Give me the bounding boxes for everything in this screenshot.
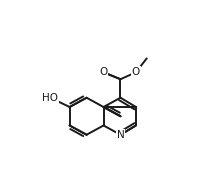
Text: O: O — [100, 67, 108, 77]
Text: HO: HO — [42, 93, 58, 103]
Text: N: N — [117, 130, 124, 140]
Text: O: O — [132, 67, 140, 77]
